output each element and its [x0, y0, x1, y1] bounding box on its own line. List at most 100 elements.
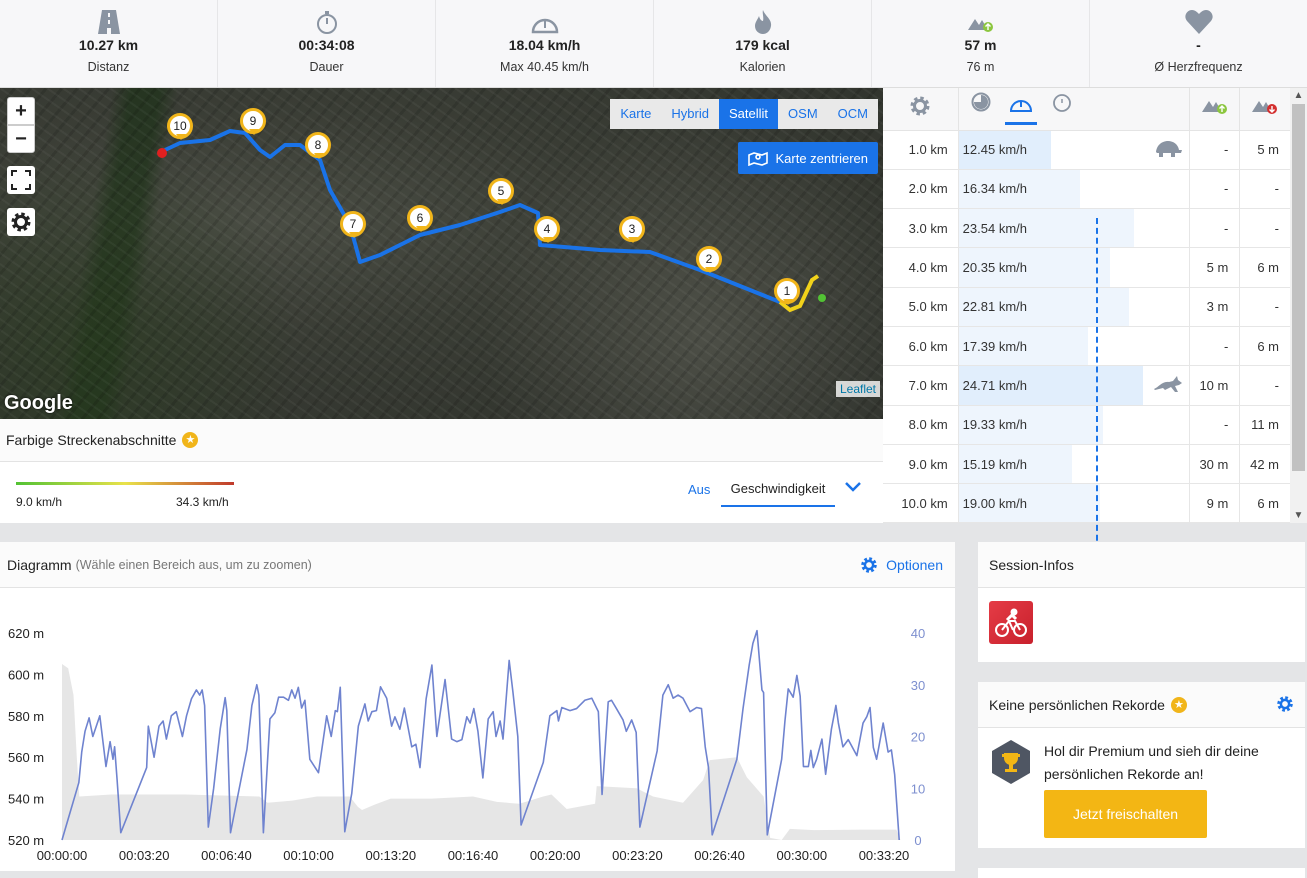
split-km: 7.0 km [883, 365, 959, 406]
time-tab[interactable] [1052, 92, 1072, 117]
scroll-up-arrow[interactable]: ▲ [1293, 90, 1304, 101]
split-speed: 19.33 km/h [962, 417, 1027, 433]
x-tick-label: 00:26:40 [694, 848, 745, 863]
km-marker-6[interactable]: 6 [407, 205, 433, 232]
split-speed: 15.19 km/h [962, 456, 1027, 472]
split-km: 2.0 km [883, 169, 959, 210]
stats-bar: 10.27 km Distanz 00:34:08 Dauer 18.04 km/h… [0, 0, 1307, 88]
turtle-icon [1156, 140, 1183, 157]
split-speed-bar [958, 169, 1081, 209]
diagram-title: Diagramm [7, 556, 72, 573]
layer-ocm[interactable]: OCM [837, 106, 868, 121]
split-speed-cell: 19.00 km/h [958, 483, 1190, 524]
split-speed-cell: 24.71 km/h [958, 365, 1190, 406]
elevation-speed-chart[interactable]: 520 m 540 m 560 m 580 m 600 m 620 m 0 10 20 30 40 0… [0, 542, 955, 871]
route-overlay [157, 129, 826, 313]
start-point [818, 294, 826, 302]
split-km: 1.0 km [883, 130, 959, 170]
map-settings-button[interactable] [7, 208, 35, 236]
split-speed-cell: 19.33 km/h [958, 405, 1190, 445]
split-km: 10.0 km [883, 483, 959, 524]
cycling-icon [989, 601, 1033, 644]
center-map-button[interactable]: Karte zentrieren [737, 142, 878, 174]
pace-tab[interactable] [971, 92, 991, 117]
elevation-loss-icon [1252, 101, 1278, 115]
heart-icon [1090, 0, 1307, 34]
km-marker-8[interactable]: 8 [305, 132, 331, 159]
stat-calories: 179 kcal Kalorien [654, 0, 872, 87]
split-elevation-up: - [1189, 405, 1240, 445]
split-elevation-up: - [1189, 130, 1240, 170]
split-speed-cell: 15.19 km/h [958, 444, 1190, 485]
speed-line [61, 629, 901, 841]
stopwatch-icon [1052, 94, 1071, 113]
split-km: 3.0 km [883, 208, 959, 249]
y-right-tick-label: 0 [914, 833, 921, 848]
unlock-premium-button[interactable]: Jetzt freischalten [1044, 790, 1207, 838]
segments-off-option[interactable]: Aus [688, 482, 711, 497]
km-marker-7[interactable]: 7 [340, 211, 366, 238]
km-marker-5[interactable]: 5 [488, 178, 514, 205]
layer-hybrid[interactable]: Hybrid [671, 106, 709, 121]
center-map-label: Karte zentrieren [775, 150, 869, 166]
split-speed: 24.71 km/h [962, 377, 1027, 393]
layer-karte[interactable]: Karte [620, 106, 652, 121]
premium-star-icon: ★ [1170, 696, 1187, 713]
km-marker-1[interactable]: 1 [774, 278, 800, 305]
y-right-tick-label: 30 [911, 678, 925, 693]
chevron-down-icon[interactable] [845, 479, 861, 497]
options-button[interactable]: Optionen [860, 556, 943, 574]
zoom-out-button[interactable]: − [7, 125, 35, 153]
fullscreen-icon [11, 170, 31, 190]
stat-duration: 00:34:08 Dauer [218, 0, 436, 87]
layer-satellit[interactable]: Satellit [719, 99, 779, 129]
split-speed-bar [958, 484, 1101, 523]
stat-heart-rate: -Ø Herzfrequenz [1090, 0, 1307, 87]
leaflet-link[interactable]: Leaflet [835, 381, 880, 397]
split-km: 5.0 km [883, 287, 959, 327]
road-icon [0, 0, 217, 34]
split-km: 9.0 km [883, 444, 959, 485]
x-tick-label: 00:20:00 [530, 848, 581, 863]
split-row: 8.0 km 19.33 km/h - 11 m [883, 405, 1290, 445]
premium-star-icon: ★ [182, 432, 199, 448]
fullscreen-button[interactable] [7, 166, 35, 194]
split-speed-cell: 17.39 km/h [958, 326, 1190, 367]
splits-settings[interactable] [883, 88, 959, 131]
trophy-icon [992, 740, 1030, 784]
average-speed-line [1096, 218, 1099, 610]
split-elevation-up: 10 m [1189, 365, 1240, 406]
km-marker-9[interactable]: 9 [240, 108, 266, 135]
map-pin-icon [747, 151, 768, 166]
split-speed-cell: 22.81 km/h [958, 287, 1190, 327]
y-left-tick-label: 600 m [8, 667, 44, 682]
split-row: 10.0 km 19.00 km/h 9 m 6 m [883, 483, 1290, 524]
splits-scrollbar[interactable]: ▲ ▼ [1290, 88, 1307, 523]
premium-message: Hol dir Premium und sieh dir deine persö… [1044, 743, 1259, 782]
speed-tab[interactable] [1005, 92, 1038, 126]
segments-mode-select[interactable]: Geschwindigkeit [721, 474, 835, 507]
split-row: 1.0 km 12.45 km/h - 5 m [883, 130, 1290, 170]
records-settings-icon[interactable] [1276, 695, 1294, 713]
gradient-max: 34.3 km/h [176, 495, 229, 509]
elevation-gain-icon [872, 0, 1089, 34]
km-marker-3[interactable]: 3 [619, 216, 645, 243]
layer-osm[interactable]: OSM [788, 106, 818, 121]
zoom-in-button[interactable]: + [7, 97, 35, 125]
diagram-subtitle: (Wähle einen Bereich aus, um zu zoomen) [75, 557, 312, 572]
diagram-panel: Diagramm (Wähle einen Bereich aus, um zu … [0, 542, 955, 871]
km-marker-4[interactable]: 4 [534, 216, 560, 243]
scrollbar-thumb[interactable] [1292, 104, 1305, 471]
route-line [164, 129, 781, 304]
split-row: 7.0 km 24.71 km/h 10 m - [883, 365, 1290, 406]
scroll-down-arrow[interactable]: ▼ [1293, 510, 1304, 521]
km-marker-2[interactable]: 2 [696, 246, 722, 273]
pie-clock-icon [971, 92, 991, 112]
stat-speed: 18.04 km/h Max 40.45 km/h [436, 0, 654, 87]
gradient-min: 9.0 km/h [16, 495, 63, 509]
speed-gradient-legend [16, 482, 234, 485]
split-speed-bar [958, 405, 1103, 444]
route-map[interactable]: 1 2 3 4 5 6 7 8 9 10 + − Karte Hybrid Sa… [0, 88, 883, 419]
km-marker-10[interactable]: 10 [167, 113, 193, 140]
split-elevation-down: 6 m [1239, 247, 1290, 288]
